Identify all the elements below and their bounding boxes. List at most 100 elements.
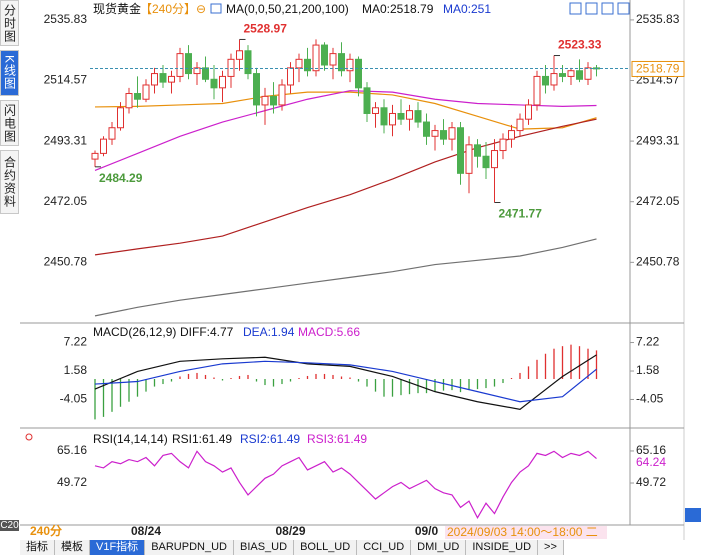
candle-body (278, 84, 286, 106)
candle-body (397, 112, 405, 120)
extreme-label: 2528.97 (244, 22, 288, 36)
candle-body (423, 121, 430, 137)
y-tick-label: 2472.05 (636, 194, 680, 208)
panel-header: 【240分】 (140, 2, 196, 16)
candle-body (151, 73, 158, 86)
candle-body (227, 58, 235, 77)
candle-body (414, 110, 422, 123)
candle-body (134, 93, 141, 100)
candle-body (482, 155, 490, 169)
candle-body (108, 127, 116, 140)
panel-header: MACD(26,12,9) (93, 325, 176, 339)
candle-body (236, 50, 243, 60)
panel-header: MACD:5.66 (298, 325, 360, 339)
y-tick-label: 2514.57 (44, 73, 88, 87)
tab[interactable]: BIAS_UD (233, 540, 295, 555)
scroll-button[interactable] (685, 508, 701, 522)
icon[interactable] (569, 2, 582, 15)
ma-line (94, 238, 597, 317)
y-tick-label: 2450.78 (636, 255, 680, 269)
interval-label: 240分 (30, 523, 62, 538)
side-tab[interactable]: 闪电图 (0, 100, 19, 146)
candle-body (508, 130, 515, 140)
y-tick-label: 1.58 (636, 363, 660, 377)
toolbar-icons (210, 2, 630, 15)
candle-body (465, 144, 473, 174)
tab[interactable]: 模板 (55, 540, 90, 555)
candle-body (533, 75, 541, 106)
candle-body (219, 75, 226, 89)
ma-line (94, 118, 597, 256)
icon[interactable] (210, 3, 222, 14)
candle-body (202, 67, 209, 80)
candle-body (457, 127, 464, 174)
rsi-icon[interactable] (25, 433, 33, 441)
macd-line (94, 354, 597, 410)
y-tick-label: 2493.31 (636, 133, 680, 147)
y-tick-label: 2535.83 (636, 12, 680, 26)
candle-body (440, 130, 447, 140)
candle-body (295, 58, 303, 69)
panel-header: RSI2:61.49 (240, 432, 300, 446)
tab[interactable]: CCI_UD (357, 540, 412, 555)
current-price-box (631, 60, 685, 77)
side-tab[interactable]: K线图 (0, 50, 19, 96)
candle-body (576, 70, 583, 80)
y-tick-label: 2535.83 (44, 12, 88, 26)
y-tick-label: -4.05 (636, 392, 664, 406)
y-tick-label: 2450.78 (44, 255, 88, 269)
candle-body (389, 112, 396, 126)
y-tick-label: 49.72 (57, 475, 87, 489)
candle-body (550, 73, 558, 86)
icon[interactable] (585, 2, 598, 15)
tab[interactable]: 指标 (20, 540, 55, 555)
candle-body (474, 144, 481, 157)
tab[interactable]: >> (538, 540, 564, 555)
candle-body (542, 75, 549, 86)
panel-header: RSI1:61.49 (172, 432, 232, 446)
candle-body (168, 75, 175, 83)
candle-body (329, 53, 337, 66)
tab[interactable]: DMI_UD (411, 540, 467, 555)
tab[interactable]: INSIDE_UD (466, 540, 539, 555)
candle-body (363, 87, 371, 114)
candle-body (584, 67, 592, 80)
panel-header: RSI(14,14,14) (93, 432, 168, 446)
candle-body (355, 58, 362, 89)
side-tab[interactable]: 分时图 (0, 0, 19, 46)
extreme-label: 2471.77 (499, 207, 543, 221)
tab-bar: 指标 模板 V1F指标 BARUPDN_UD BIAS_UD BOLL_UD CCI_UD D… (20, 540, 564, 555)
tab[interactable]: BARUPDN_UD (145, 540, 234, 555)
side-tab[interactable]: 合约资料 (0, 150, 19, 214)
candle-body (159, 73, 167, 83)
candle-body (91, 152, 99, 160)
candle-body (100, 138, 107, 154)
candle-body (491, 150, 498, 169)
y-tick-label: 2493.31 (44, 133, 88, 147)
candle-body (380, 107, 388, 126)
macd-line (94, 360, 597, 403)
rsi-current-label: 64.24 (636, 455, 666, 469)
candle-body (448, 127, 456, 140)
extreme-label: 2523.33 (558, 38, 602, 52)
candle-body (559, 73, 566, 77)
candle-body (304, 58, 311, 72)
panel-header: ⊖ (196, 2, 206, 16)
crosshair-label: 2024/09/03 14:00～18:00 二 (447, 525, 598, 539)
candle-body (193, 67, 201, 75)
tab[interactable]: V1F指标 (90, 540, 146, 555)
candle-body (516, 118, 524, 132)
y-tick-label: 1.58 (64, 363, 88, 377)
candle-body (312, 44, 320, 72)
icon[interactable] (617, 2, 630, 15)
candle-body (406, 110, 413, 120)
chart: 现货黄金【240分】 ⊖ MA(0,0,50,21,200,100) MA0:2518… (20, 0, 701, 540)
icon[interactable] (601, 2, 614, 15)
side-code: C20 (0, 520, 19, 531)
extreme-label: 2484.29 (99, 171, 143, 185)
tab[interactable]: BOLL_UD (294, 540, 358, 555)
candle-body (244, 50, 252, 75)
candle-body (431, 130, 439, 137)
panel-header: DEA:1.94 (243, 325, 295, 339)
